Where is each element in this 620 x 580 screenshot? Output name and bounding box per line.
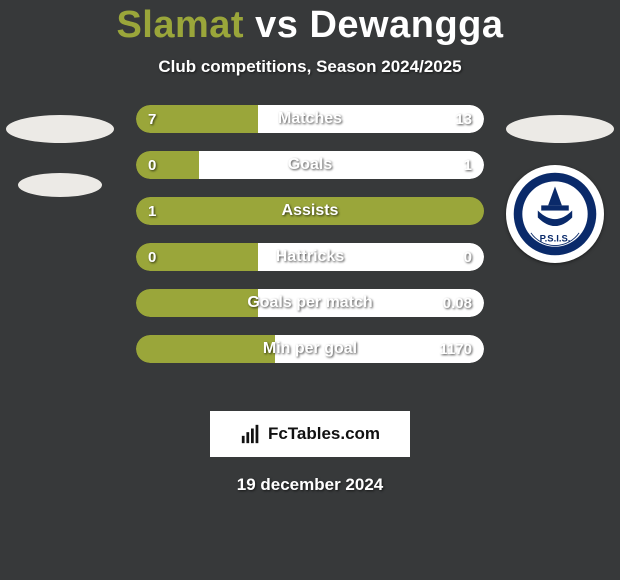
stat-bar-left [136, 289, 258, 317]
stat-row: Min per goal1170 [136, 335, 484, 363]
stat-bar-right [199, 151, 484, 179]
brand-text: FcTables.com [268, 424, 380, 444]
club-logo: P.S.I.S. [506, 165, 604, 263]
stat-row: Hattricks00 [136, 243, 484, 271]
stat-row: Goals per match0.08 [136, 289, 484, 317]
stat-bar-left [136, 151, 199, 179]
title-player1: Slamat [116, 4, 244, 46]
placeholder-ellipse [506, 115, 614, 143]
svg-text:P.S.I.S.: P.S.I.S. [540, 234, 571, 245]
chart-icon [240, 423, 262, 445]
placeholder-ellipse [18, 173, 102, 197]
brand-badge: FcTables.com [210, 411, 410, 457]
stat-value-left: 7 [148, 105, 156, 133]
stat-value-right: 13 [455, 105, 472, 133]
stat-bar-left [136, 197, 484, 225]
stat-bar-right [258, 243, 484, 271]
stat-value-left: 0 [148, 243, 156, 271]
placeholder-ellipse [6, 115, 114, 143]
player2-avatar-area [506, 115, 614, 143]
stat-value-right: 1 [464, 151, 472, 179]
stat-value-left: 1 [148, 197, 156, 225]
player1-avatar-area [6, 115, 114, 197]
stat-bar-right [258, 105, 484, 133]
title-player2: Dewangga [309, 4, 503, 46]
title-vs: vs [255, 4, 298, 46]
date-text: 19 december 2024 [0, 475, 620, 495]
stat-value-right: 0.08 [443, 289, 472, 317]
stats-stage: P.S.I.S. Matches713Goals01Assists1Hattri… [0, 105, 620, 405]
stat-row: Assists1 [136, 197, 484, 225]
stat-value-right: 1170 [439, 335, 472, 363]
stat-value-right: 0 [464, 243, 472, 271]
subtitle: Club competitions, Season 2024/2025 [0, 57, 620, 77]
stat-row: Goals01 [136, 151, 484, 179]
stat-bar-left [136, 335, 275, 363]
infographic-root: Slamat vs Dewangga Club competitions, Se… [0, 0, 620, 580]
page-title: Slamat vs Dewangga [0, 4, 620, 47]
psis-logo-icon: P.S.I.S. [512, 171, 598, 257]
stat-row: Matches713 [136, 105, 484, 133]
stat-value-left: 0 [148, 151, 156, 179]
stat-bars: Matches713Goals01Assists1Hattricks00Goal… [136, 105, 484, 381]
